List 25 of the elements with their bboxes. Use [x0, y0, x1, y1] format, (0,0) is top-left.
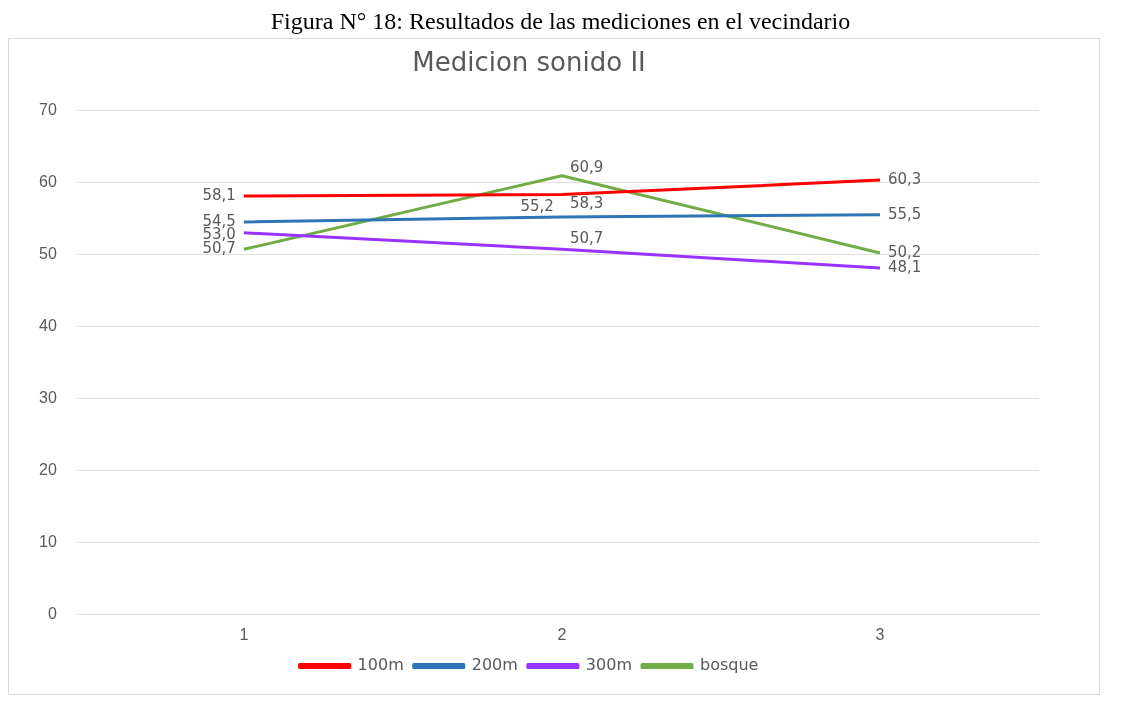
data-label: 55,5: [887, 204, 922, 223]
data-label: 50,7: [569, 229, 604, 248]
data-label: 58,3: [569, 194, 604, 213]
data-label: 50,2: [887, 242, 922, 261]
y-tick-label: 50: [39, 244, 57, 262]
text: Figura N° 18: Resultados de las mediciones en el vecindario: [269, 8, 852, 36]
y-tick-label: 10: [39, 533, 57, 551]
y-tick-label: 30: [39, 388, 57, 406]
data-label: 58,1: [202, 185, 236, 204]
data-label: 60,9: [569, 157, 604, 176]
y-tick-label: 40: [39, 316, 57, 334]
data-label: 60,3: [887, 170, 922, 189]
y-tick-label: 60: [39, 172, 57, 190]
x-tick-label: 1: [239, 625, 249, 643]
x-tick-label: 3: [875, 625, 885, 643]
x-tick-label: 2: [557, 625, 567, 643]
y-tick-label: 20: [39, 461, 57, 479]
legend-label: 300m: [585, 655, 632, 675]
y-tick-label: 0: [47, 605, 57, 623]
legend-label: 100m: [357, 655, 404, 675]
legend-label: 200m: [471, 655, 518, 675]
y-tick-label: 70: [39, 100, 57, 118]
chart-title: Medicion sonido II: [412, 47, 646, 78]
data-label: 55,2: [520, 196, 554, 215]
legend-label: bosque: [699, 655, 759, 675]
